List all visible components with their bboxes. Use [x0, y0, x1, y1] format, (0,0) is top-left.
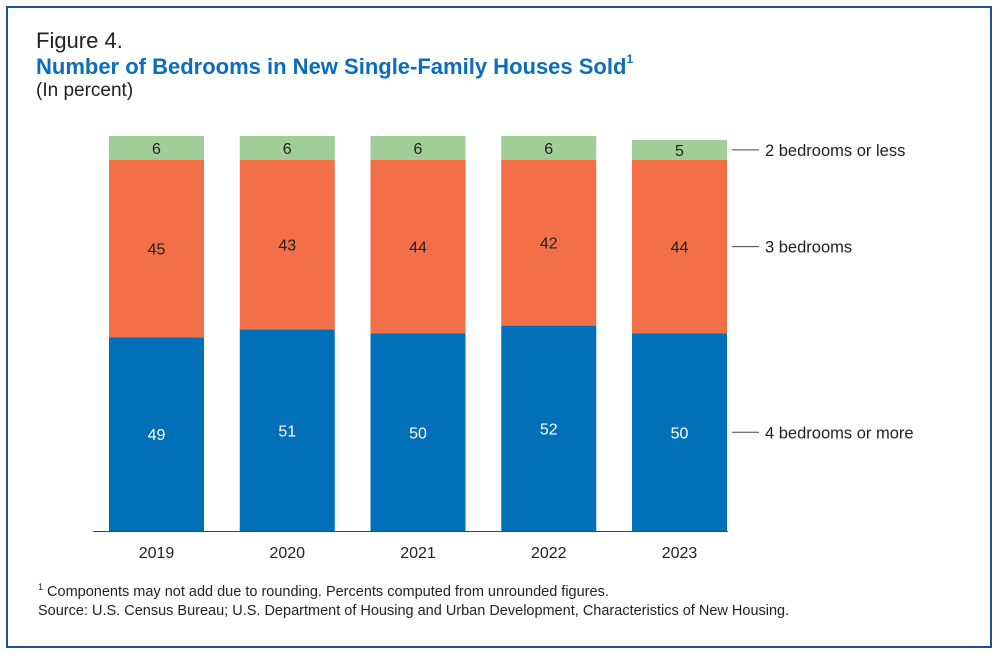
legend-label: 3 bedrooms	[765, 239, 852, 257]
data-label: 6	[152, 141, 161, 158]
data-label: 45	[148, 242, 166, 259]
data-label: 52	[540, 421, 558, 438]
data-label: 5	[675, 143, 684, 160]
bar-segment	[501, 159, 597, 326]
source-note: Source: U.S. Census Bureau; U.S. Departm…	[38, 603, 790, 619]
x-tick-label: 2022	[531, 545, 567, 562]
data-label: 6	[283, 141, 292, 158]
legend-label: 4 bedrooms or more	[765, 424, 914, 442]
bar-segment	[239, 136, 335, 160]
bar-segment	[501, 325, 597, 531]
bar-segment	[501, 136, 597, 160]
bar-segment	[370, 136, 466, 160]
data-label: 49	[148, 427, 166, 444]
x-tick-label: 2019	[139, 545, 175, 562]
data-label: 50	[409, 425, 427, 442]
figure-frame	[6, 6, 992, 648]
footnote-marker: 1	[38, 582, 44, 592]
chart-title-text: Number of Bedrooms in New Single-Family …	[36, 54, 627, 79]
data-label: 44	[409, 240, 427, 257]
chart-subtitle: (In percent)	[36, 80, 134, 101]
bar-segment	[370, 333, 466, 531]
bar-segment	[632, 159, 727, 334]
x-tick-label: 2023	[662, 545, 698, 562]
bar-segment	[239, 329, 335, 531]
data-label: 43	[278, 238, 296, 255]
legend-label: 2 bedrooms or less	[765, 142, 905, 160]
bar-segment	[239, 159, 335, 330]
footnote-text: Components may not add due to rounding. …	[43, 583, 609, 600]
bar-segment	[109, 337, 204, 531]
x-tick-label: 2020	[269, 545, 305, 562]
chart-title: Number of Bedrooms in New Single-Family …	[36, 52, 634, 80]
bar-segment	[109, 136, 204, 160]
data-label: 6	[544, 141, 553, 158]
x-tick-label: 2021	[400, 545, 436, 562]
data-label: 42	[540, 236, 558, 253]
data-label: 44	[671, 240, 689, 257]
bar-segment	[632, 139, 727, 160]
figure-label: Figure 4.	[36, 28, 123, 53]
data-label: 6	[414, 141, 423, 158]
bar-segment	[109, 159, 204, 338]
title-footnote-marker: 1	[626, 52, 634, 66]
bar-segment	[370, 159, 466, 334]
data-label: 50	[671, 425, 689, 442]
bar-segment	[632, 333, 727, 531]
footnote: 1 Components may not add due to rounding…	[38, 582, 609, 600]
data-label: 51	[278, 423, 296, 440]
